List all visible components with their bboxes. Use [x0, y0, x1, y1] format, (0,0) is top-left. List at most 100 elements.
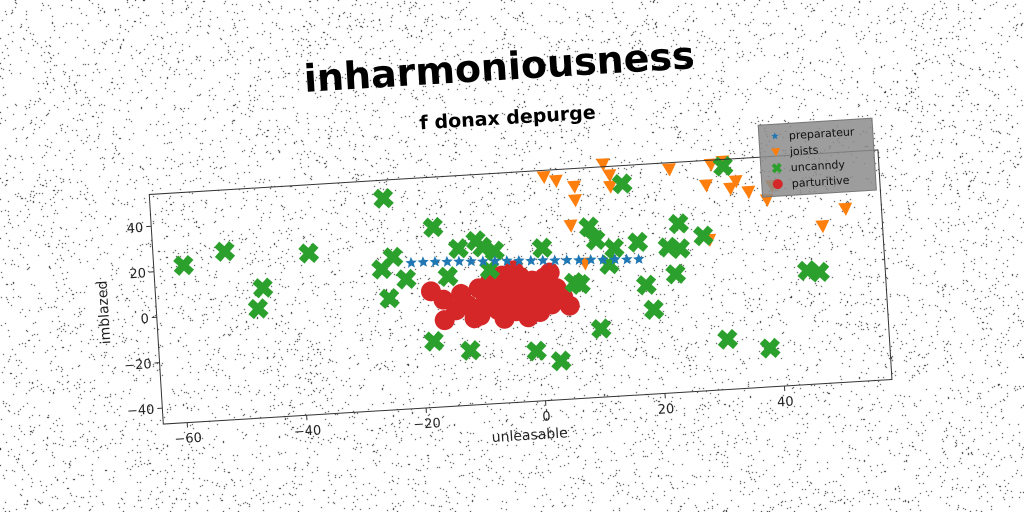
star-marker [465, 255, 477, 267]
legend-label: parturitive [791, 174, 850, 191]
x-marker [298, 242, 320, 264]
circle-marker [518, 307, 539, 328]
triangle-marker [838, 202, 853, 216]
x-marker [603, 237, 625, 259]
x-marker [809, 261, 830, 283]
data-markers [173, 155, 853, 372]
star-marker [573, 254, 585, 266]
x-tick-label: 20 [657, 402, 674, 418]
star-marker [597, 253, 609, 265]
x-marker [423, 330, 445, 352]
triangle-marker [771, 148, 781, 157]
star-marker [609, 253, 621, 265]
triangle-marker [567, 193, 582, 208]
series-preparateur [405, 253, 645, 268]
star-marker [405, 256, 417, 268]
x-marker [371, 258, 393, 280]
triangle-marker [698, 179, 713, 193]
circle-marker [559, 295, 580, 316]
x-marker [692, 225, 714, 247]
x-marker [531, 237, 553, 259]
x-marker [247, 298, 269, 320]
x-marker [611, 173, 633, 195]
triangle-marker [728, 175, 743, 189]
x-marker [483, 240, 505, 262]
star-marker [621, 253, 633, 265]
triangle-marker [603, 180, 618, 194]
circle-marker [539, 262, 560, 283]
x-marker [447, 238, 469, 260]
x-marker [643, 299, 665, 321]
x-marker [635, 274, 657, 296]
legend-label: joists [788, 144, 819, 159]
star-marker [417, 256, 429, 268]
x-marker [712, 155, 734, 177]
star-marker [537, 254, 549, 266]
circle-marker [494, 308, 515, 329]
star-marker [513, 254, 525, 266]
x-marker [759, 337, 781, 359]
legend-label: uncanndy [790, 158, 845, 174]
triangle-marker [567, 180, 582, 194]
y-tick-label: 20 [129, 266, 146, 282]
star-marker [633, 253, 645, 265]
triangle-marker [595, 158, 610, 172]
y-tick-label: 40 [126, 221, 143, 237]
triangle-marker [602, 169, 617, 183]
x-marker [372, 187, 394, 209]
x-marker [460, 340, 481, 361]
x-marker [627, 231, 649, 253]
axes-frame [148, 149, 893, 425]
x-marker [437, 266, 459, 288]
y-axis-label: imblazed [94, 280, 114, 345]
circle-marker [772, 179, 783, 190]
star-marker [561, 254, 573, 266]
star-marker [477, 255, 489, 267]
series-parturitive [420, 260, 580, 331]
star-marker [585, 253, 597, 265]
x-marker [550, 350, 572, 372]
x-tick-label: 0 [542, 409, 551, 424]
star-marker [441, 255, 453, 267]
chart-title: inharmoniousness [303, 33, 696, 101]
x-marker [578, 216, 600, 238]
x-marker [585, 229, 607, 251]
star-marker [771, 132, 779, 140]
triangle-marker [563, 219, 578, 233]
x-marker [173, 254, 195, 276]
legend-label: preparateur [788, 125, 855, 142]
y-tick-label: −20 [124, 357, 152, 374]
x-tick-label: 40 [777, 395, 794, 411]
x-marker [395, 268, 417, 290]
x-marker [214, 241, 236, 262]
legend-box [757, 117, 877, 198]
triangle-marker [536, 170, 551, 185]
chart-subtitle: f donax depurge [419, 102, 596, 135]
circle-marker [434, 310, 455, 331]
star-marker [549, 254, 561, 266]
x-marker [668, 213, 690, 235]
star-marker [489, 255, 501, 267]
triangle-marker [723, 182, 738, 196]
plot-area: −60 −40 −20 0 20 40 −40 −20 0 20 40 unleasable im… [94, 117, 893, 448]
y-tick-label: 0 [140, 312, 149, 327]
x-tick-label: −60 [174, 431, 202, 448]
x-tick-label: −40 [294, 423, 322, 440]
circle-marker [503, 260, 524, 281]
x-marker [252, 277, 274, 299]
y-axis: −40 −20 0 20 40 [124, 221, 163, 420]
x-marker [569, 274, 591, 295]
x-marker [665, 263, 687, 285]
star-marker [501, 254, 513, 266]
x-axis-label: unleasable [491, 425, 568, 446]
y-tick-label: −40 [127, 403, 155, 420]
x-tick-label: −20 [413, 416, 441, 433]
x-marker [717, 328, 739, 350]
x-marker [590, 318, 612, 340]
x-marker [669, 238, 691, 260]
x-axis: −60 −40 −20 0 20 40 [174, 386, 794, 448]
x-marker [378, 287, 400, 309]
